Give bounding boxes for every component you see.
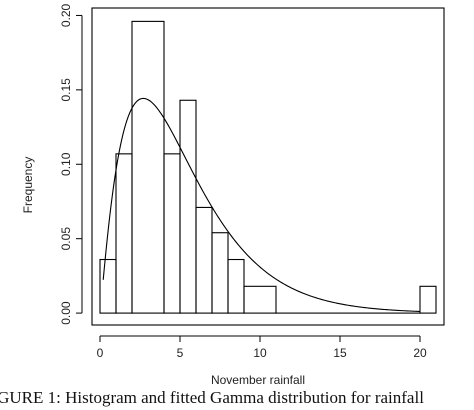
histogram-bar-3 bbox=[163, 153, 181, 314]
x-axis: 0 5 10 15 20 bbox=[97, 335, 427, 360]
x-axis-label: November rainfall bbox=[211, 373, 305, 387]
y-tick-label-4: 0.20 bbox=[59, 3, 73, 27]
x-tick-label-0: 0 bbox=[97, 346, 104, 360]
y-tick-label-0: 0.00 bbox=[59, 301, 73, 325]
y-tick-label-2: 0.10 bbox=[59, 152, 73, 176]
x-tick-label-1: 5 bbox=[177, 346, 184, 360]
y-axis-label: Frequency bbox=[21, 157, 35, 214]
histogram-bar-8 bbox=[243, 285, 277, 314]
x-tick-label-4: 20 bbox=[413, 346, 427, 360]
fitted-gamma-curve bbox=[102, 97, 421, 312]
plot-frame bbox=[91, 7, 445, 326]
y-tick-label-3: 0.15 bbox=[59, 78, 73, 102]
histogram-bar-10 bbox=[419, 285, 437, 314]
histogram-bar-6 bbox=[211, 232, 229, 314]
y-axis: 0.00 0.05 0.10 0.15 0.20 bbox=[59, 3, 83, 325]
histogram-bar-5 bbox=[195, 206, 213, 314]
histogram-bar-4 bbox=[179, 99, 197, 314]
histogram-bar-7 bbox=[227, 258, 245, 314]
histogram bbox=[99, 20, 437, 314]
x-tick-label-2: 10 bbox=[253, 346, 267, 360]
caption-text: FIGURE 1: Histogram and fitted Gamma dis… bbox=[0, 388, 424, 407]
figure-caption: FIGURE 1: Histogram and fitted Gamma dis… bbox=[0, 386, 474, 410]
histogram-bar-2 bbox=[131, 20, 165, 314]
y-tick-label-1: 0.05 bbox=[59, 227, 73, 251]
histogram-bar-0 bbox=[99, 258, 117, 314]
histogram-bar-1 bbox=[115, 153, 133, 314]
x-tick-label-3: 15 bbox=[333, 346, 347, 360]
